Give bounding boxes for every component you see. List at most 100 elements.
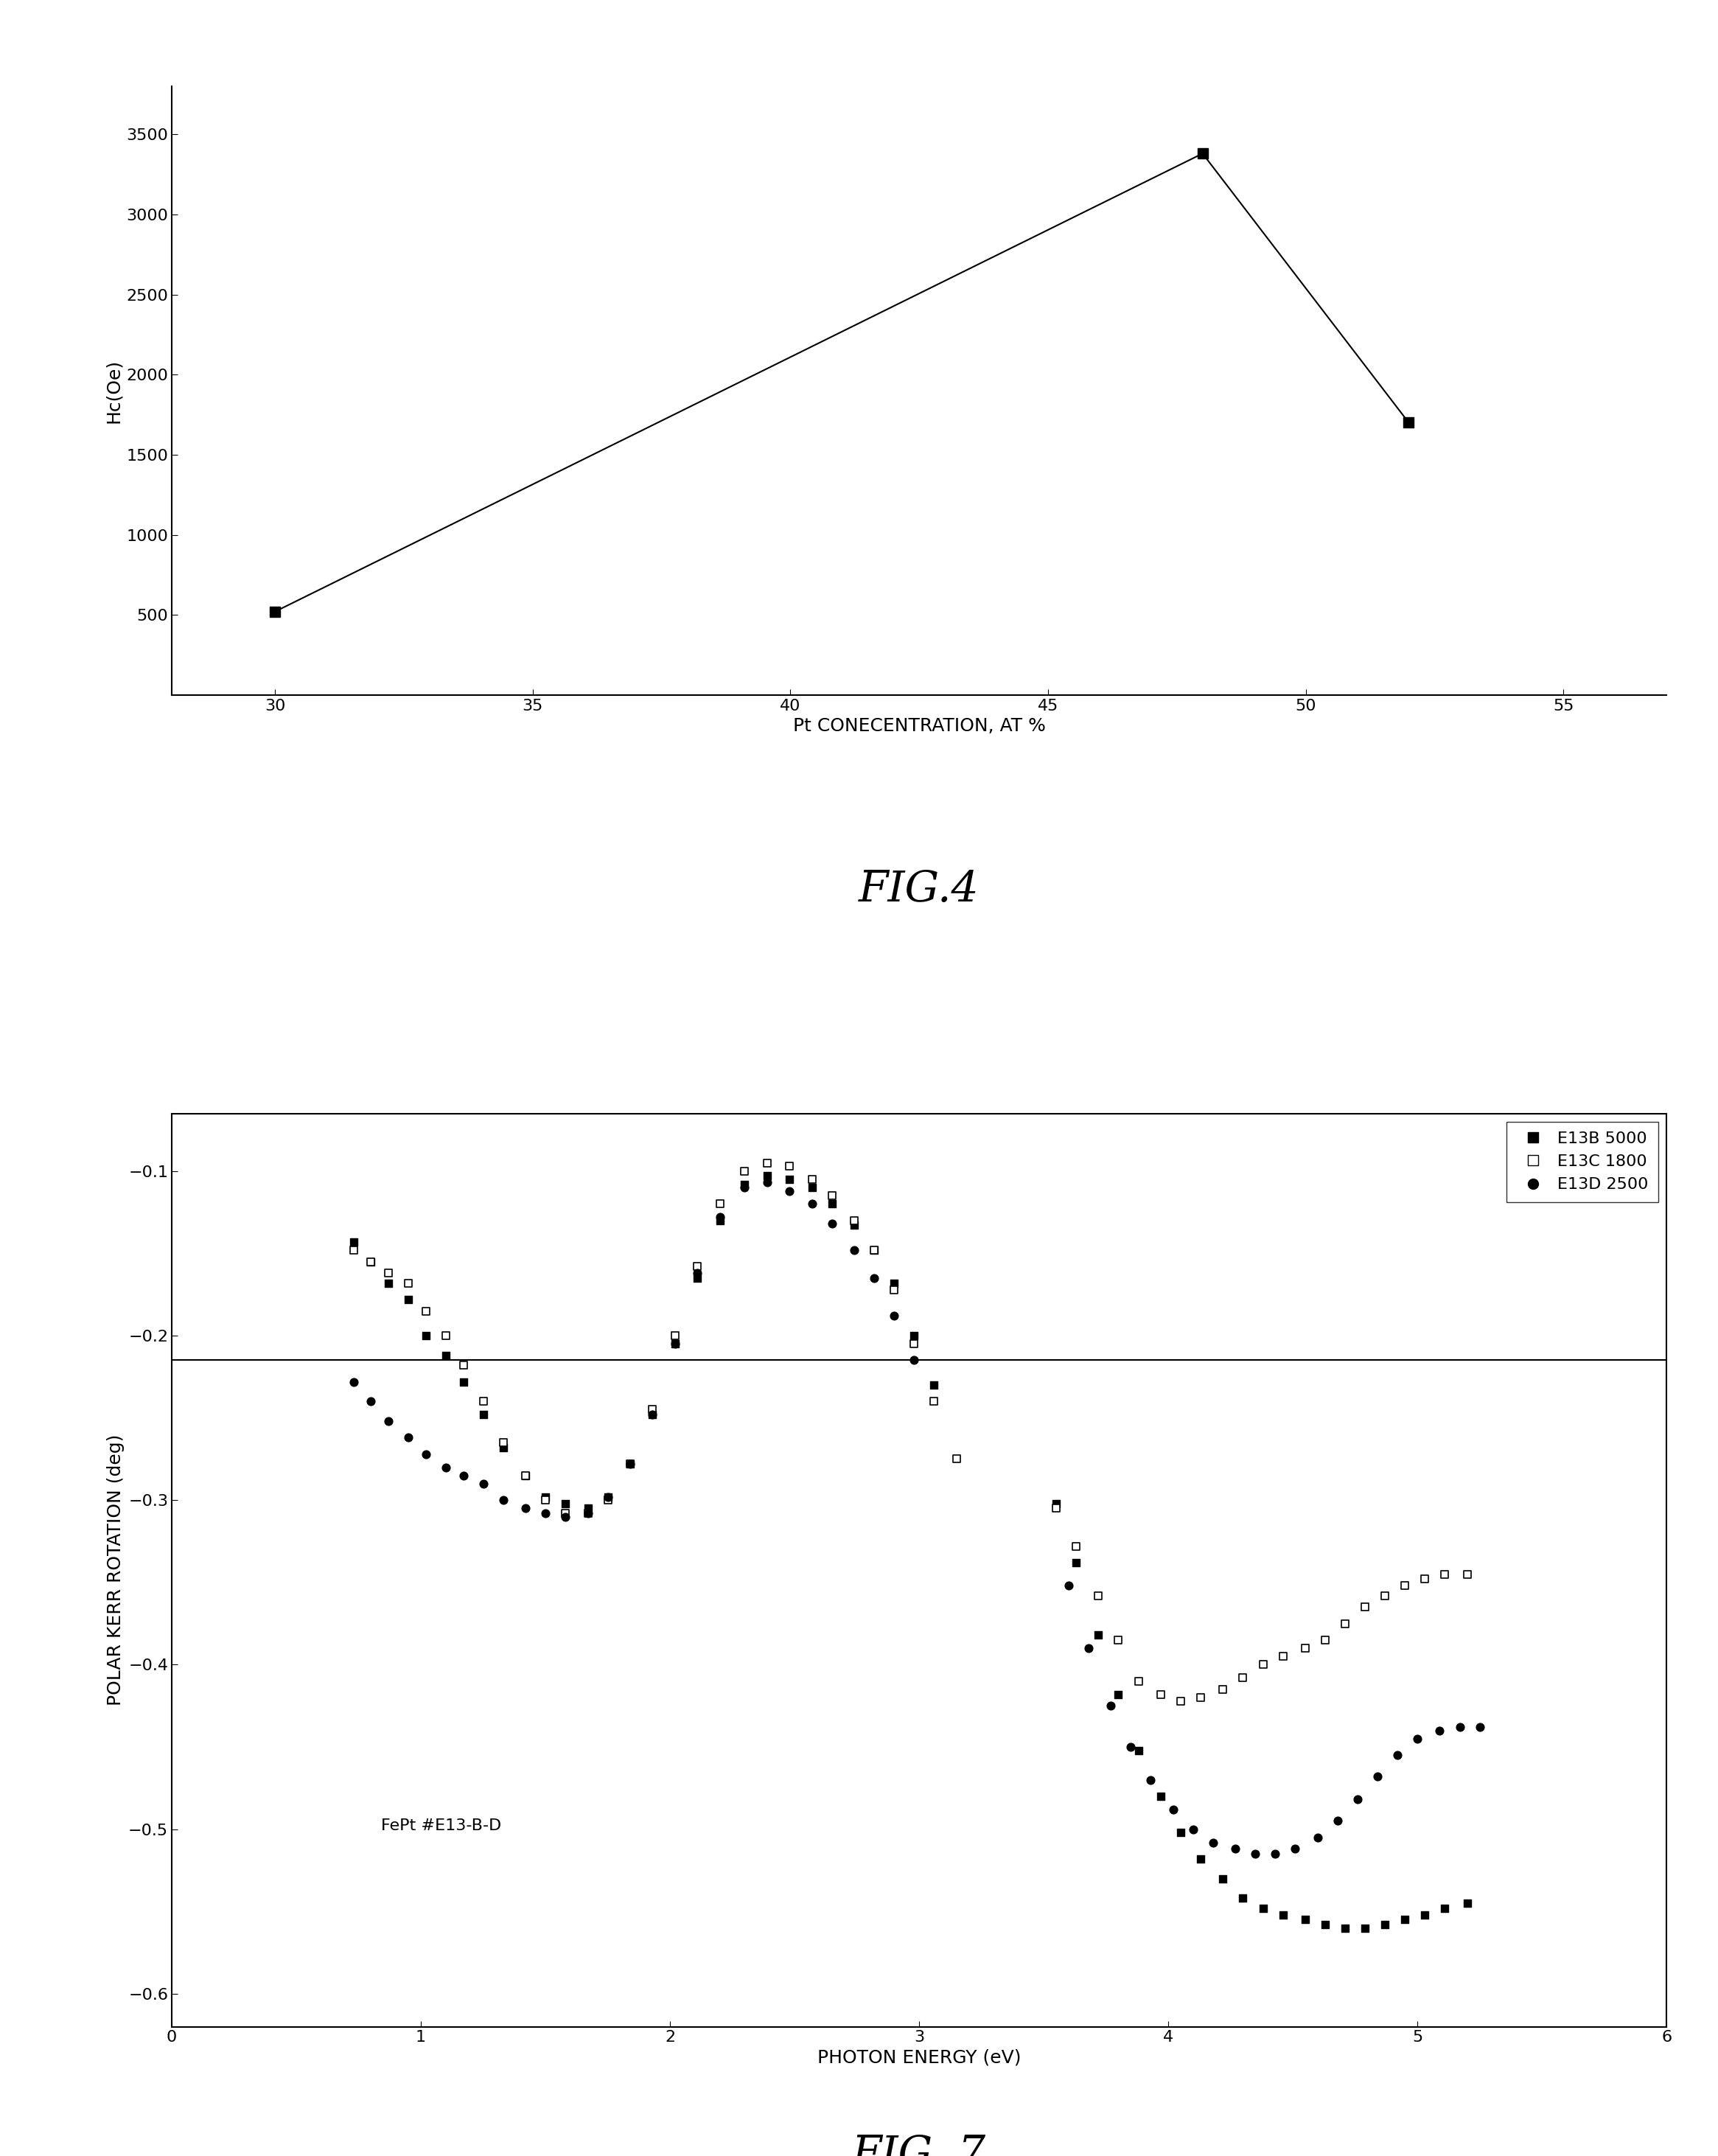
E13D 2500 xyxy=(1160,1792,1187,1826)
E13B 5000 xyxy=(395,1283,423,1317)
E13C 1800 xyxy=(395,1266,423,1300)
E13D 2500 xyxy=(490,1483,517,1518)
E13D 2500 xyxy=(412,1436,440,1470)
E13B 5000 xyxy=(1209,1861,1237,1895)
E13D 2500 xyxy=(617,1447,644,1481)
E13C 1800 xyxy=(684,1248,711,1283)
X-axis label: Pt CONECENTRATION, AT %: Pt CONECENTRATION, AT % xyxy=(792,718,1046,735)
E13D 2500 xyxy=(340,1365,368,1399)
E13B 5000 xyxy=(469,1397,497,1432)
E13D 2500 xyxy=(1447,1710,1474,1744)
E13C 1800 xyxy=(799,1162,826,1197)
E13C 1800 xyxy=(512,1457,539,1492)
E13B 5000 xyxy=(1167,1815,1194,1850)
E13C 1800 xyxy=(617,1447,644,1481)
E13B 5000 xyxy=(574,1492,601,1526)
E13C 1800 xyxy=(1187,1680,1215,1714)
E13C 1800 xyxy=(840,1203,868,1238)
E13D 2500 xyxy=(1179,1811,1206,1846)
E13C 1800 xyxy=(1125,1664,1153,1699)
Y-axis label: Hc(Oe): Hc(Oe) xyxy=(105,358,122,423)
E13D 2500 xyxy=(777,1173,804,1207)
E13D 2500 xyxy=(1055,1567,1082,1602)
E13C 1800 xyxy=(1084,1578,1112,1613)
E13B 5000 xyxy=(1331,1910,1359,1945)
Text: FIG. 7: FIG. 7 xyxy=(852,2134,986,2156)
E13B 5000 xyxy=(1311,1908,1338,1943)
E13D 2500 xyxy=(1075,1630,1103,1664)
E13D 2500 xyxy=(1221,1833,1249,1867)
E13D 2500 xyxy=(706,1201,734,1235)
E13C 1800 xyxy=(1392,1567,1419,1602)
E13C 1800 xyxy=(777,1149,804,1184)
E13D 2500 xyxy=(594,1479,622,1514)
E13B 5000 xyxy=(533,1479,560,1514)
E13C 1800 xyxy=(880,1272,907,1307)
E13B 5000 xyxy=(450,1365,478,1399)
E13B 5000 xyxy=(375,1266,402,1300)
E13D 2500 xyxy=(1282,1833,1309,1867)
E13B 5000 xyxy=(754,1158,782,1192)
E13C 1800 xyxy=(639,1393,667,1427)
E13C 1800 xyxy=(1453,1557,1481,1591)
E13C 1800 xyxy=(450,1348,478,1382)
Text: FIG.4: FIG.4 xyxy=(859,869,979,910)
E13B 5000 xyxy=(732,1166,759,1201)
E13D 2500 xyxy=(1199,1826,1227,1861)
E13B 5000 xyxy=(433,1339,460,1373)
E13D 2500 xyxy=(450,1457,478,1492)
E13C 1800 xyxy=(1311,1623,1338,1658)
Text: FePt #E13-B-D: FePt #E13-B-D xyxy=(381,1818,502,1833)
E13C 1800 xyxy=(1331,1606,1359,1641)
E13C 1800 xyxy=(574,1496,601,1531)
E13D 2500 xyxy=(1304,1820,1331,1854)
E13D 2500 xyxy=(1098,1688,1125,1723)
E13C 1800 xyxy=(754,1145,782,1179)
E13B 5000 xyxy=(617,1447,644,1481)
E13B 5000 xyxy=(340,1225,368,1259)
E13C 1800 xyxy=(1230,1660,1258,1695)
E13C 1800 xyxy=(921,1384,948,1419)
E13B 5000 xyxy=(1392,1902,1419,1936)
E13B 5000 xyxy=(412,1317,440,1352)
E13B 5000 xyxy=(921,1367,948,1401)
E13C 1800 xyxy=(732,1153,759,1188)
E13B 5000 xyxy=(684,1261,711,1296)
Legend: E13B 5000, E13C 1800, E13D 2500: E13B 5000, E13C 1800, E13D 2500 xyxy=(1507,1121,1658,1201)
E13C 1800 xyxy=(1352,1589,1380,1623)
E13C 1800 xyxy=(861,1233,888,1268)
E13B 5000 xyxy=(551,1485,579,1520)
E13C 1800 xyxy=(818,1179,845,1214)
E13B 5000 xyxy=(840,1207,868,1242)
E13B 5000 xyxy=(1410,1897,1438,1932)
E13B 5000 xyxy=(512,1457,539,1492)
E13D 2500 xyxy=(1465,1710,1493,1744)
E13D 2500 xyxy=(1242,1837,1270,1871)
E13C 1800 xyxy=(661,1317,689,1352)
E13D 2500 xyxy=(661,1326,689,1360)
E13D 2500 xyxy=(861,1261,888,1296)
E13C 1800 xyxy=(1410,1561,1438,1595)
E13C 1800 xyxy=(1270,1639,1297,1673)
E13C 1800 xyxy=(900,1326,928,1360)
E13D 2500 xyxy=(1426,1714,1453,1749)
E13B 5000 xyxy=(1043,1485,1070,1520)
E13C 1800 xyxy=(1292,1630,1319,1664)
E13C 1800 xyxy=(1431,1557,1459,1591)
E13C 1800 xyxy=(1371,1578,1398,1613)
E13D 2500 xyxy=(754,1166,782,1201)
E13C 1800 xyxy=(412,1294,440,1328)
E13B 5000 xyxy=(1148,1779,1175,1813)
E13B 5000 xyxy=(1453,1886,1481,1921)
E13C 1800 xyxy=(433,1317,460,1352)
E13C 1800 xyxy=(1105,1623,1132,1658)
E13D 2500 xyxy=(900,1343,928,1378)
E13D 2500 xyxy=(1117,1729,1144,1764)
E13C 1800 xyxy=(706,1186,734,1220)
E13B 5000 xyxy=(1125,1733,1153,1768)
E13C 1800 xyxy=(594,1483,622,1518)
E13C 1800 xyxy=(1167,1684,1194,1718)
E13B 5000 xyxy=(1084,1617,1112,1651)
E13B 5000 xyxy=(1371,1908,1398,1943)
E13D 2500 xyxy=(395,1421,423,1455)
